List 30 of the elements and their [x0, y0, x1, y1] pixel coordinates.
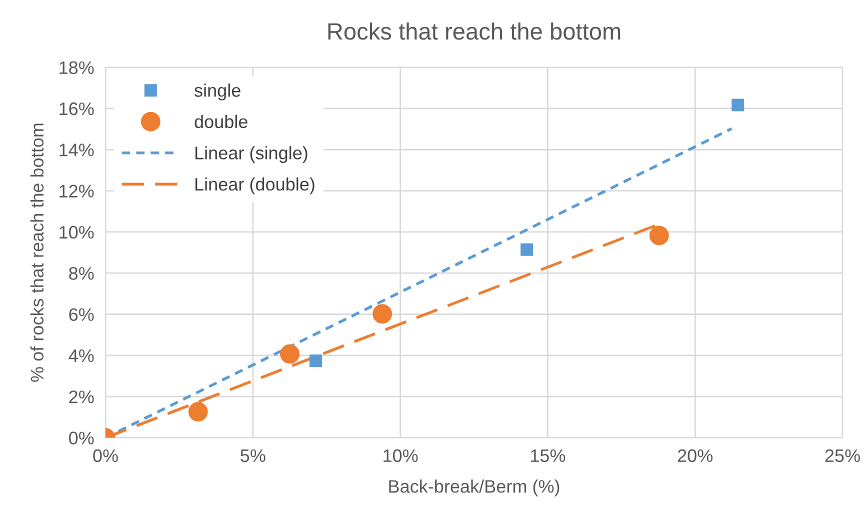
point	[372, 304, 392, 324]
point	[732, 98, 744, 112]
x-tick-label: 15%	[531, 449, 566, 462]
chart-title: Rocks that reach the bottom	[328, 22, 620, 40]
legend-label: Linear (single)	[195, 146, 308, 163]
legend-label: double	[194, 114, 248, 128]
point	[520, 243, 534, 256]
y-tick-label: 4%	[68, 349, 94, 362]
legend-label: Linear (double)	[195, 177, 314, 194]
y-tick-label: 6%	[69, 308, 94, 321]
y-tick-label: 18%	[60, 61, 94, 74]
legend-label: single	[194, 84, 240, 100]
y-tick-label: 0%	[69, 432, 94, 444]
x-axis-title: Back-break/Berm (%)	[389, 480, 560, 496]
point	[188, 402, 208, 422]
y-tick-label: 8%	[69, 267, 94, 280]
y-tick-label: 2%	[69, 390, 94, 404]
x-tick-label: 5%	[240, 449, 266, 462]
x-tick-label: 20%	[678, 449, 713, 462]
x-tick-label: 0%	[93, 449, 118, 462]
x-tick-label: 25%	[825, 449, 860, 462]
point	[649, 226, 669, 246]
y-tick-label: 14%	[60, 144, 94, 156]
y-axis-title: % of rocks that reach the bottom	[30, 124, 44, 382]
point	[309, 354, 322, 368]
x-tick-label: 10%	[384, 449, 418, 462]
y-tick-label: 12%	[60, 184, 94, 198]
y-tick-label: 16%	[60, 102, 94, 116]
point	[280, 344, 300, 364]
y-tick-label: 10%	[60, 226, 94, 239]
